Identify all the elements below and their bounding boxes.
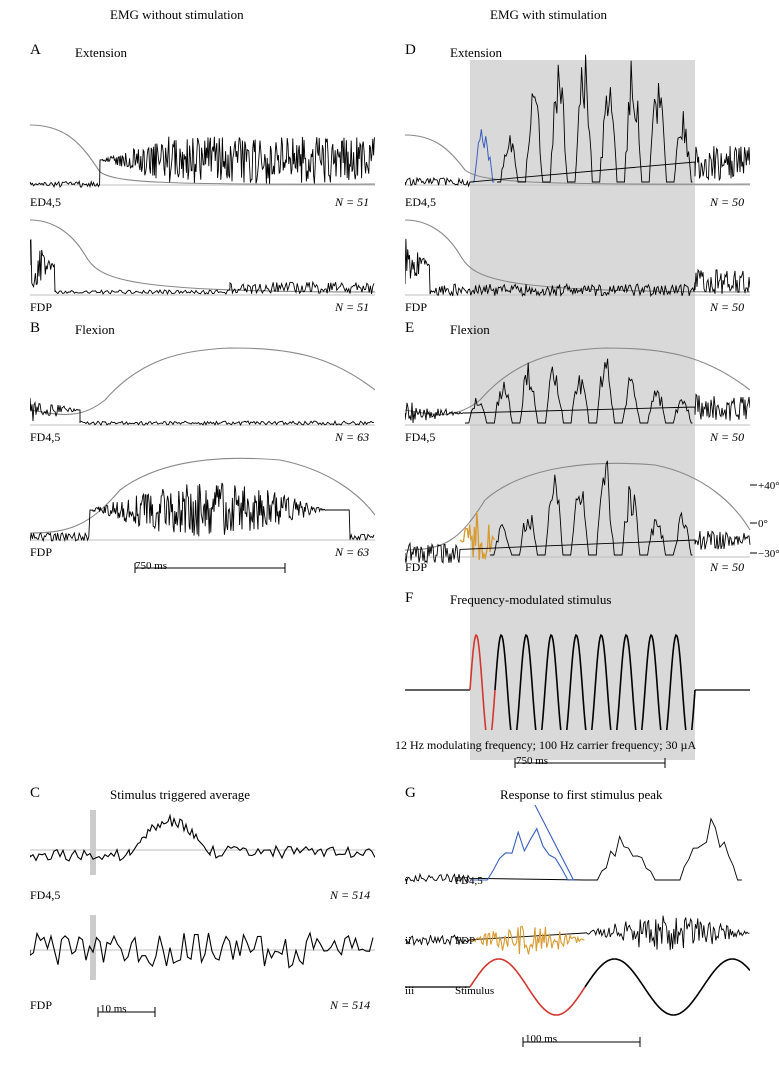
panel-G-row1: i	[405, 875, 408, 887]
title-right: EMG with stimulation	[490, 7, 607, 23]
panel-D-muscle1: ED4,5	[405, 195, 436, 210]
panel-B-n2: N = 63	[335, 545, 369, 560]
panel-D-n2: N = 50	[710, 300, 744, 315]
panel-C-trace2	[30, 905, 375, 1000]
panel-E-n1: N = 50	[710, 430, 744, 445]
panel-A-muscle2: FDP	[30, 300, 52, 315]
scalebar-750-left-label: 750 ms	[135, 560, 167, 572]
panel-A-trace2	[30, 210, 375, 300]
panel-E-muscle1: FD4,5	[405, 430, 435, 445]
panel-E-sub: Flexion	[450, 322, 490, 338]
panel-B-muscle1: FD4,5	[30, 430, 60, 445]
panel-E-n2: N = 50	[710, 560, 744, 575]
panel-C-n1: N = 514	[330, 888, 370, 903]
panel-A-sub: Extension	[75, 45, 127, 61]
panel-A-n2: N = 51	[335, 300, 369, 315]
panel-E-trace2	[405, 445, 765, 565]
panel-A-letter: A	[30, 42, 41, 59]
panel-F-caption: 12 Hz modulating frequency; 100 Hz carri…	[395, 738, 696, 753]
panel-E-muscle2: FDP	[405, 560, 427, 575]
panel-F-letter: F	[405, 590, 413, 607]
panel-F-sub: Frequency-modulated stimulus	[450, 592, 611, 608]
panel-F-trace	[405, 610, 750, 730]
panel-A-n1: N = 51	[335, 195, 369, 210]
panel-E-trace1	[405, 335, 750, 430]
scalebar-100-label: 100 ms	[525, 1033, 557, 1045]
title-left: EMG without stimulation	[110, 7, 244, 23]
panel-B-muscle2: FDP	[30, 545, 52, 560]
panel-A-trace1	[30, 60, 375, 190]
panel-A-muscle1: ED4,5	[30, 195, 61, 210]
panel-B-trace2	[30, 445, 375, 545]
panel-C-muscle2: FDP	[30, 998, 52, 1013]
panel-D-trace1	[405, 40, 750, 190]
panel-C-n2: N = 514	[330, 998, 370, 1013]
panel-G-row2: ii	[405, 935, 411, 947]
panel-B-n1: N = 63	[335, 430, 369, 445]
panel-D-n1: N = 50	[710, 195, 744, 210]
scalebar-750-right-label: 750 ms	[516, 755, 548, 767]
scalebar-10-label: 10 ms	[100, 1003, 127, 1015]
panel-G-row3-label: Stimulus	[455, 985, 494, 997]
panel-E-letter: E	[405, 320, 414, 337]
panel-D-trace2	[405, 210, 750, 300]
panel-C-muscle1: FD4,5	[30, 888, 60, 903]
panel-D-sub: Extension	[450, 45, 502, 61]
panel-G-row2-label: FDP	[455, 935, 475, 947]
panel-G-row3: iii	[405, 985, 414, 997]
panel-D-muscle2: FDP	[405, 300, 427, 315]
panel-B-trace1	[30, 335, 375, 430]
panel-G-row1-label: FD4,5	[455, 875, 483, 887]
panel-D-letter: D	[405, 42, 416, 59]
panel-C-trace1	[30, 800, 375, 890]
